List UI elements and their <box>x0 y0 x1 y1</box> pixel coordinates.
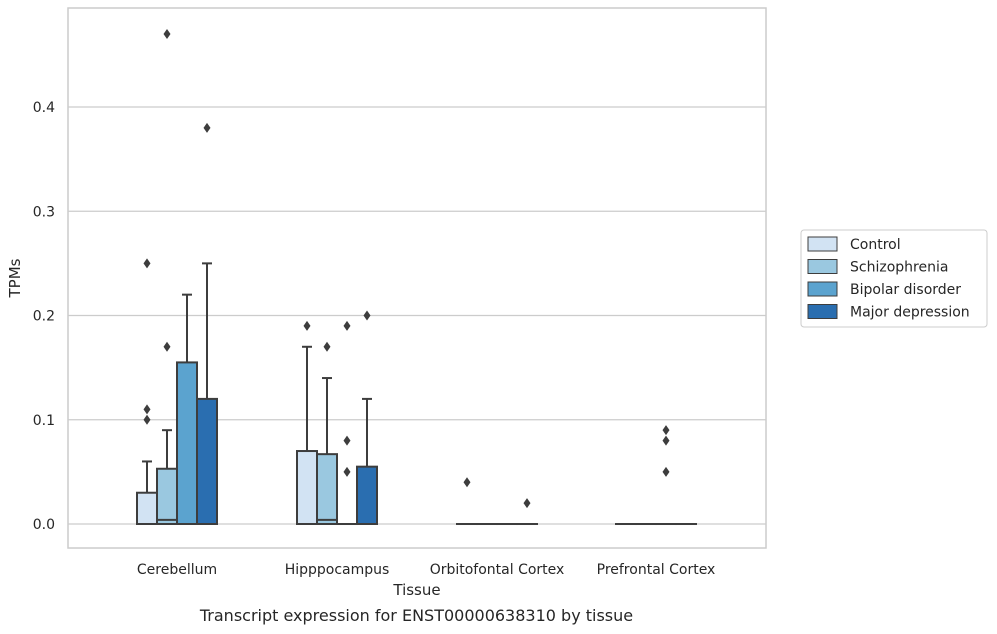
outlier-point <box>323 341 331 352</box>
box <box>316 453 338 525</box>
outlier-point <box>363 310 371 321</box>
legend-frame <box>800 229 988 328</box>
x-tick-label: Cerebellum <box>137 562 217 578</box>
box-group <box>516 498 538 526</box>
x-tick-label: Hipppocampus <box>285 562 390 578</box>
x-axis-label: Tissue <box>392 581 440 599</box>
outlier-point <box>343 320 351 331</box>
legend-label: Schizophrenia <box>850 260 948 276</box>
y-tick-label: 0.0 <box>33 517 55 533</box>
y-tick-label: 0.1 <box>33 413 55 429</box>
y-tick-label: 0.3 <box>33 204 55 220</box>
plot-frame <box>67 7 767 549</box>
outlier-point <box>163 341 171 352</box>
box <box>196 397 218 525</box>
outlier-point <box>662 435 670 446</box>
outlier-point <box>523 498 531 509</box>
box <box>136 491 158 526</box>
outlier-point <box>463 477 471 488</box>
outlier-point <box>143 404 151 415</box>
y-axis-label: TPMs <box>6 258 24 298</box>
legend-swatch <box>807 236 838 252</box>
x-axis-ticks: Cerebellum Hipppocampus Orbitofontal Corte… <box>137 562 715 578</box>
box-group <box>316 341 338 525</box>
y-tick-label: 0.4 <box>33 100 55 116</box>
box-group <box>655 425 677 526</box>
outlier-point <box>662 466 670 477</box>
legend: Control Schizophrenia Bipolar disorder Majo… <box>800 229 988 328</box>
x-tick-label: Orbitofontal Cortex <box>430 562 565 578</box>
box-group <box>196 122 218 525</box>
box <box>176 361 198 525</box>
box-group <box>356 310 378 526</box>
outlier-point <box>303 320 311 331</box>
box <box>156 467 178 525</box>
box <box>296 450 318 525</box>
box <box>356 465 378 526</box>
box-group <box>136 258 158 526</box>
legend-label: Bipolar disorder <box>850 282 961 298</box>
legend-label: Major depression <box>850 305 970 321</box>
outlier-point <box>163 29 171 40</box>
x-tick-label: Prefrontal Cortex <box>597 562 716 578</box>
outlier-point <box>343 435 351 446</box>
outlier-point <box>143 258 151 269</box>
outlier-point <box>662 425 670 436</box>
box-group <box>296 320 318 525</box>
grid-lines <box>68 106 766 525</box>
outlier-point <box>203 122 211 133</box>
box-group <box>176 293 198 525</box>
outlier-point <box>343 466 351 477</box>
outlier-point <box>143 414 151 425</box>
box-group <box>156 29 178 525</box>
legend-swatch <box>807 304 838 319</box>
legend-swatch <box>807 281 838 297</box>
legend-swatch <box>807 259 838 274</box>
box-group <box>336 320 358 526</box>
legend-label: Control <box>850 237 901 253</box>
y-tick-label: 0.2 <box>33 309 55 325</box>
y-axis-ticks: 0.0 0.1 0.2 0.3 0.4 <box>33 100 55 533</box>
chart-caption: Transcript expression for ENST0000063831… <box>199 606 634 625</box>
plot-area <box>136 29 697 526</box>
box-group <box>456 477 478 526</box>
